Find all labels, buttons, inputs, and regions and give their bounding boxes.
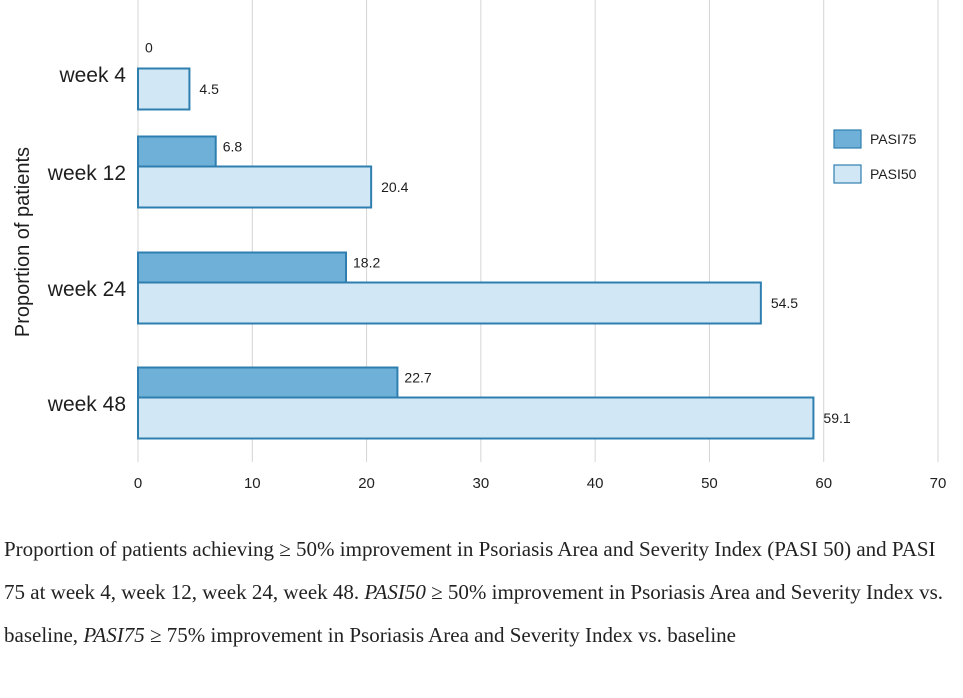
- bar-chart: 0 10 20 30 40 50 60 70 Proportion of patients wee…: [12, 0, 947, 492]
- x-tick-label-60: 60: [815, 475, 832, 492]
- caption-term-pasi75: PASI75: [83, 623, 145, 647]
- chart-area: 0 10 20 30 40 50 60 70 Proportion of patients wee…: [12, 0, 947, 492]
- legend-label-pasi50: PASI50: [870, 166, 917, 182]
- legend-label-pasi75: PASI75: [870, 131, 917, 147]
- bar-pasi50-3: [137, 396, 815, 440]
- x-tick-label-30: 30: [473, 475, 490, 492]
- bar-pasi50-1: [137, 165, 373, 209]
- data-label-pasi75-3: 22.7: [404, 370, 431, 386]
- x-tick-label-50: 50: [701, 475, 718, 492]
- legend-swatch-pasi50: [833, 164, 862, 184]
- legend-swatch-pasi75: [833, 129, 862, 149]
- y-axis-title: Proportion of patients: [12, 147, 34, 337]
- category-label-2: week 24: [47, 278, 127, 301]
- data-label-pasi75-2: 18.2: [353, 255, 380, 271]
- data-label-pasi50-1: 20.4: [381, 179, 408, 195]
- x-tick-label-20: 20: [358, 475, 375, 492]
- data-label-pasi75-1: 6.8: [223, 139, 243, 155]
- data-label-pasi50-0: 4.5: [199, 81, 219, 97]
- data-label-pasi50-3: 59.1: [823, 410, 850, 426]
- data-label-pasi75-0: 0: [145, 40, 153, 56]
- x-tick-label-70: 70: [930, 475, 947, 492]
- figure-caption: Proportion of patients achieving ≥ 50% i…: [4, 528, 959, 657]
- caption-text-1: Proportion of patients achieving ≥ 50% i…: [4, 537, 936, 604]
- category-label-3: week 48: [47, 393, 126, 416]
- caption-term-pasi50: PASI50: [364, 580, 426, 604]
- x-tick-label-0: 0: [134, 475, 142, 492]
- category-label-1: week 12: [47, 162, 126, 185]
- caption-text-2: ≥ 50% improvement in Psoriasis Area and …: [4, 580, 944, 647]
- caption-text-3: ≥ 75% improvement in Psoriasis Area and …: [144, 623, 737, 647]
- x-tick-label-40: 40: [587, 475, 604, 492]
- bar-pasi50-0: [137, 67, 191, 111]
- category-label-0: week 4: [58, 64, 126, 87]
- x-tick-label-10: 10: [244, 475, 261, 492]
- data-label-pasi50-2: 54.5: [771, 295, 798, 311]
- bar-pasi50-2: [137, 281, 762, 325]
